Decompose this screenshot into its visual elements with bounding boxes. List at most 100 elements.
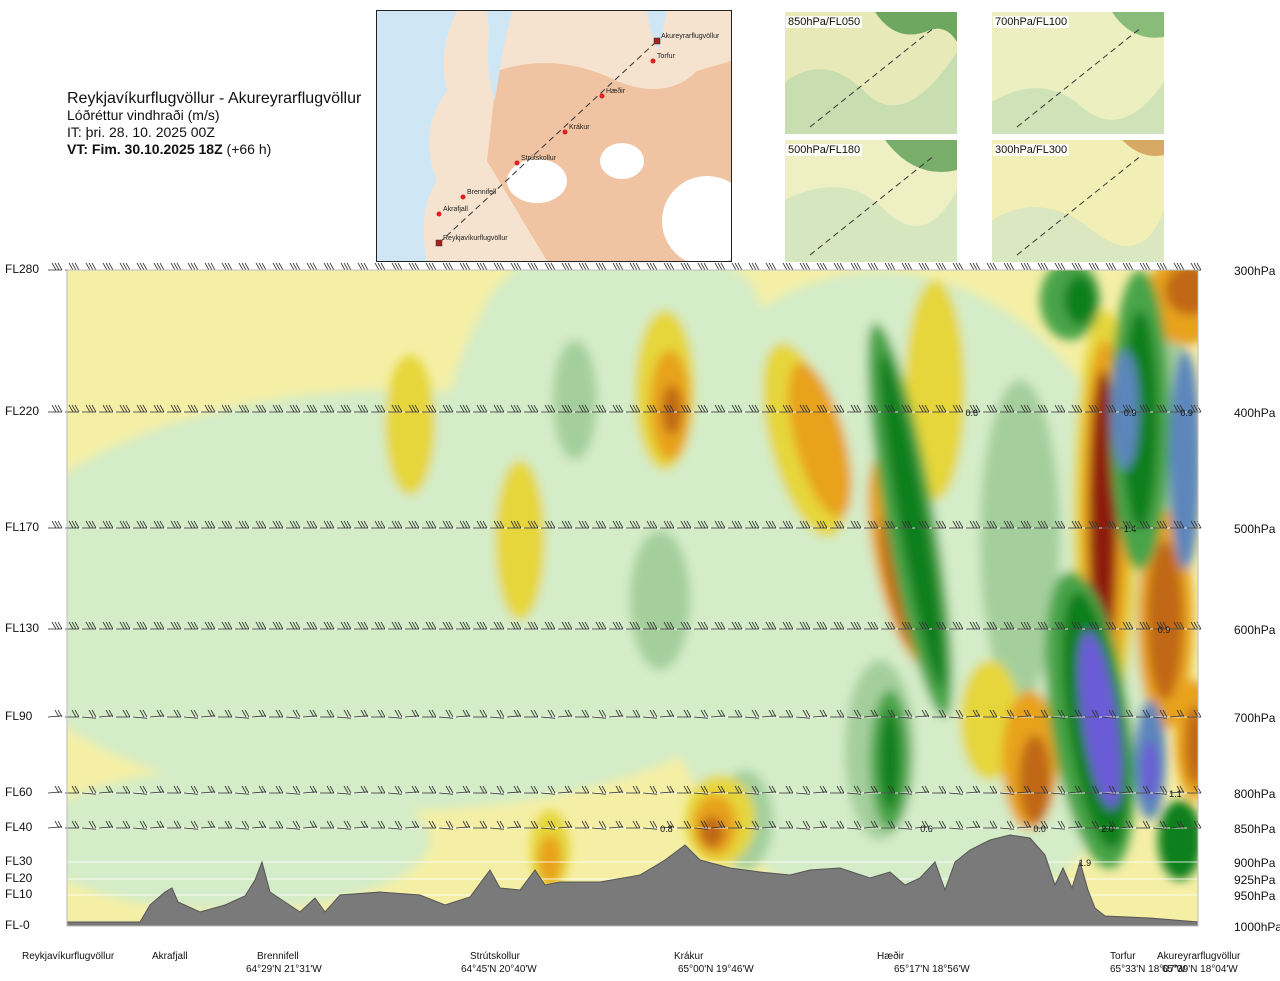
wind-barb-feather [442, 520, 448, 529]
pressure-level-label: 500hPa [1234, 522, 1276, 536]
wind-barb-feather [431, 709, 437, 718]
wind-barb-feather [428, 621, 434, 630]
wind-barb-feather [139, 262, 145, 271]
wind-barb-feather [462, 520, 468, 529]
wind-barb [524, 621, 539, 630]
wind-barb-feather [1040, 820, 1046, 829]
wind-barb-feather [969, 404, 975, 413]
wind-barb [965, 785, 981, 794]
wind-barb [779, 709, 794, 718]
wind-barb [269, 709, 284, 718]
wind-barb-shaft [285, 716, 301, 719]
wind-barb-feather [992, 785, 998, 794]
wind-barb-feather [442, 621, 448, 630]
wind-barb-feather [1037, 520, 1043, 529]
wind-barb-feather [414, 709, 420, 718]
wind-barb-feather [652, 820, 658, 829]
wind-barb-feather [833, 404, 839, 413]
wind-barb-feather [71, 520, 77, 529]
wind-barb-feather [57, 520, 63, 529]
wind-barb [591, 785, 607, 795]
wind-barb-feather [969, 262, 975, 271]
wind-barb-feather [530, 404, 536, 413]
wind-barb-feather [1006, 262, 1012, 271]
wind-barb-shaft [999, 716, 1015, 719]
wind-barb-feather [428, 785, 434, 794]
wind-barb [1153, 621, 1168, 630]
wind-barb [336, 785, 352, 795]
wind-barb-feather [646, 262, 652, 271]
wind-barb-feather [85, 520, 91, 529]
wind-barb-feather [1139, 404, 1145, 413]
wind-barb [660, 262, 675, 271]
wind-barb [507, 404, 522, 413]
wind-barb [677, 709, 692, 718]
field-cell-53 [1142, 740, 1158, 800]
wind-barb-feather [394, 262, 400, 271]
location-name: Brennifell [257, 951, 299, 962]
wind-barb-feather [601, 621, 607, 630]
wind-barb-feather [1088, 520, 1094, 529]
wind-barb-feather [992, 709, 998, 718]
wind-barb-feather [567, 262, 573, 271]
wind-barb-feather [782, 520, 788, 529]
wind-barb-feather [731, 262, 737, 271]
wind-barb-feather [884, 262, 890, 271]
wind-barb-feather [309, 520, 315, 529]
wind-barb-shaft [1067, 715, 1083, 718]
flight-level-label: FL-0 [5, 918, 30, 932]
wind-barb-feather [1043, 709, 1049, 718]
wind-barb-feather [238, 262, 244, 271]
wind-barb-feather [343, 820, 349, 829]
wind-barb-feather [360, 520, 366, 529]
wind-barb [1153, 520, 1168, 529]
wind-barb-feather [156, 404, 162, 413]
level-map-700-route [1016, 26, 1143, 128]
wind-barb [1067, 709, 1083, 718]
wind-barb [524, 709, 539, 718]
wind-barb-feather [363, 709, 369, 718]
wind-barb-feather [74, 621, 80, 630]
wind-barb-feather [1162, 820, 1168, 829]
wind-barb [81, 785, 97, 795]
wind-barb-feather [1142, 404, 1148, 413]
wind-barb-feather [782, 404, 788, 413]
wind-barb-feather [176, 621, 182, 630]
field-cell-13 [495, 460, 545, 620]
wind-barb-shaft [98, 791, 114, 794]
wind-barb-feather [397, 404, 403, 413]
sea-west [377, 11, 457, 261]
wind-barb-feather [1006, 820, 1012, 829]
wind-barb-feather [91, 820, 97, 829]
wind-barb-feather [312, 520, 318, 529]
wind-barb [234, 820, 250, 830]
wind-barb [1119, 621, 1134, 630]
wind-barb-feather [119, 520, 125, 529]
wind-barb [252, 621, 267, 630]
wind-barb-feather [309, 621, 315, 630]
wind-barb-feather [408, 621, 414, 630]
wind-barb-feather [924, 621, 930, 630]
wind-barb-feather [799, 404, 805, 413]
wind-barb [728, 621, 743, 630]
waypoint-label: Reykjavíkurflugvöllur [443, 235, 508, 242]
wind-barb-feather [176, 820, 182, 829]
wind-barb-feather [649, 262, 655, 271]
wind-barb-feather [649, 709, 655, 718]
wind-barb-feather [261, 820, 267, 829]
wind-barb-feather [578, 621, 584, 630]
wind-barb-feather [1179, 520, 1185, 529]
wind-barb-feather [1179, 262, 1185, 271]
wind-barb-feather [788, 709, 794, 718]
wind-barb-shaft [948, 792, 964, 795]
wind-barb-feather [635, 820, 641, 829]
wind-barb-feather [459, 520, 465, 529]
wind-barb-feather [292, 709, 298, 718]
wind-barb-feather [975, 520, 981, 529]
field-cell-47 [1078, 630, 1122, 810]
wind-barb-feather [363, 785, 369, 794]
wind-barb [863, 785, 879, 794]
wind-barb-shaft [693, 827, 709, 830]
wind-barb-feather [567, 820, 573, 829]
wind-barb-feather [445, 820, 451, 829]
